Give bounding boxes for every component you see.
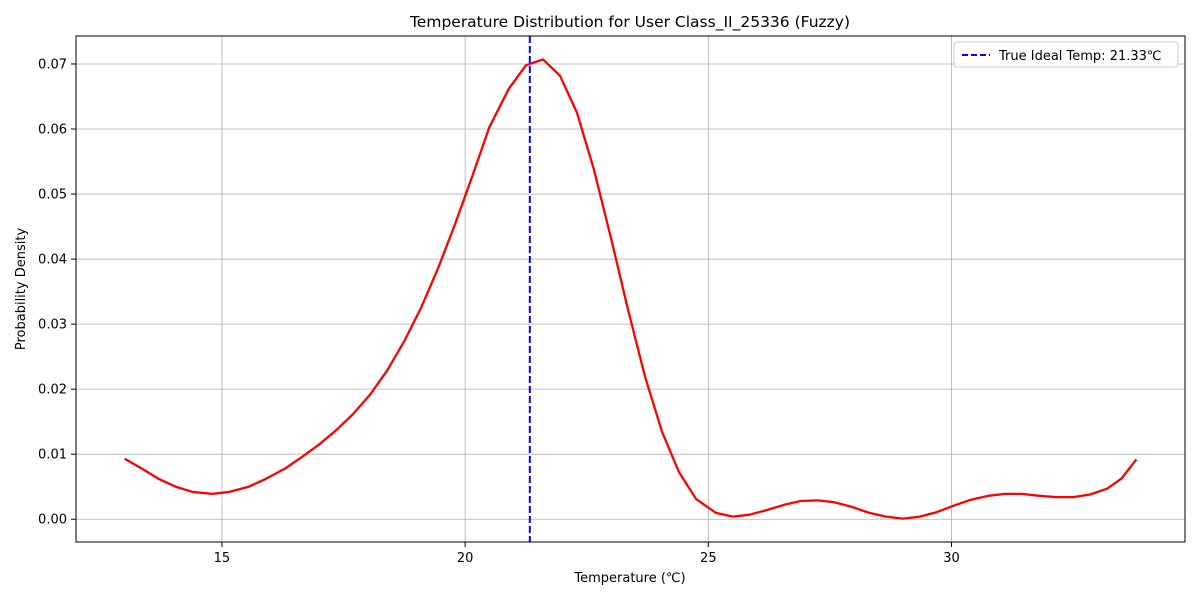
- x-tick-label: 25: [700, 551, 717, 566]
- y-tick-label: 0.05: [38, 188, 67, 203]
- grid-lines: [76, 36, 1185, 542]
- legend-label-ideal-temp: True Ideal Temp: 21.33℃: [998, 49, 1162, 64]
- x-tick-label: 30: [943, 551, 960, 566]
- x-tick-label: 15: [214, 551, 231, 566]
- y-tick-label: 0.04: [38, 253, 67, 268]
- y-axis-label: Probability Density: [14, 228, 29, 351]
- plot-series: [124, 36, 1138, 542]
- legend: True Ideal Temp: 21.33℃: [953, 41, 1179, 68]
- y-tick-label: 0.01: [38, 448, 67, 463]
- x-tick-label: 20: [457, 551, 474, 566]
- x-axis-ticks: 15 20 25 30: [214, 542, 960, 566]
- y-tick-label: 0.00: [38, 513, 67, 528]
- plot-frame: [75, 35, 1186, 543]
- density-curve-line: [124, 58, 1138, 520]
- y-axis-ticks: 0.00 0.01 0.02 0.03 0.04 0.05 0.06 0.07: [38, 57, 76, 528]
- legend-box: [953, 41, 1179, 68]
- chart-title: Temperature Distribution for User Class_…: [409, 13, 850, 32]
- y-tick-label: 0.06: [38, 123, 67, 138]
- x-axis-label: Temperature (℃): [573, 571, 685, 586]
- y-tick-label: 0.02: [38, 383, 67, 398]
- y-tick-label: 0.07: [38, 57, 67, 72]
- y-tick-label: 0.03: [38, 318, 67, 333]
